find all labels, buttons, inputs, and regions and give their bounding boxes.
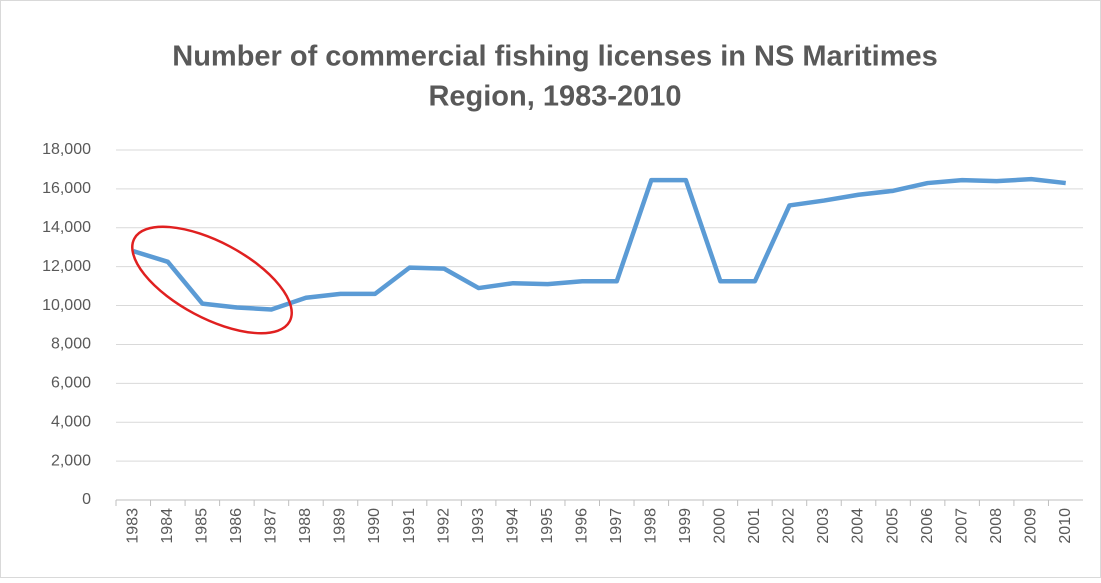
x-tick-label: 2003 [815, 508, 832, 544]
x-tick-label: 1990 [366, 508, 383, 544]
x-tick-label: 1995 [539, 508, 556, 544]
highlight-ellipse [131, 225, 293, 335]
x-tick-label: 1988 [297, 508, 314, 544]
x-tick-label: 2010 [1057, 508, 1074, 544]
x-tick-label: 1983 [124, 508, 141, 544]
x-tick-label: 2007 [953, 508, 970, 544]
plot [132, 176, 1066, 312]
x-tick-label: 2005 [884, 508, 901, 544]
x-tick-label: 1997 [608, 508, 625, 544]
data-line [132, 176, 1066, 312]
x-tick-label: 2002 [781, 508, 798, 544]
x-tick-label: 2006 [919, 508, 936, 544]
grid: 0 2,000 4,000 6,000 8,000 10,000 12,000 14,000 1… [42, 141, 1083, 544]
y-tick-label: 4,000 [51, 413, 91, 430]
chart-title: Region, 1983-2010 [428, 81, 681, 113]
x-tick-label: 2004 [850, 508, 867, 544]
x-tick-label: 1984 [159, 508, 176, 544]
y-tick-label: 14,000 [42, 219, 91, 236]
y-tick-label: 12,000 [42, 258, 91, 275]
x-tick-label: 1993 [470, 508, 487, 544]
x-tick-label: 2001 [746, 508, 763, 544]
x-tick-label: 2000 [712, 508, 729, 544]
x-tick-label: 1999 [677, 508, 694, 544]
x-tick-label: 2008 [988, 508, 1005, 544]
x-tick-label: 2009 [1022, 508, 1039, 544]
x-tick-label: 1998 [643, 508, 660, 544]
y-tick-label: 16,000 [42, 180, 91, 197]
x-tick-label: 1987 [263, 508, 280, 544]
x-tick-label: 1996 [573, 508, 590, 544]
y-tick-label: 6,000 [51, 375, 91, 392]
y-tick-label: 18,000 [42, 141, 91, 158]
x-tick-label: 1992 [435, 508, 452, 544]
y-tick-label: 2,000 [51, 452, 91, 469]
y-tick-label: 10,000 [42, 297, 91, 314]
x-tick-label: 1985 [194, 508, 211, 544]
x-tick-label: 1994 [504, 508, 521, 544]
y-tick-label: 0 [82, 491, 91, 508]
x-tick-label: 1986 [228, 508, 245, 544]
chart-title: Number of commercial fishing licenses in… [172, 41, 938, 73]
x-tick-label: 1991 [401, 508, 418, 544]
x-tick-label: 1989 [332, 508, 349, 544]
y-tick-label: 8,000 [51, 336, 91, 353]
